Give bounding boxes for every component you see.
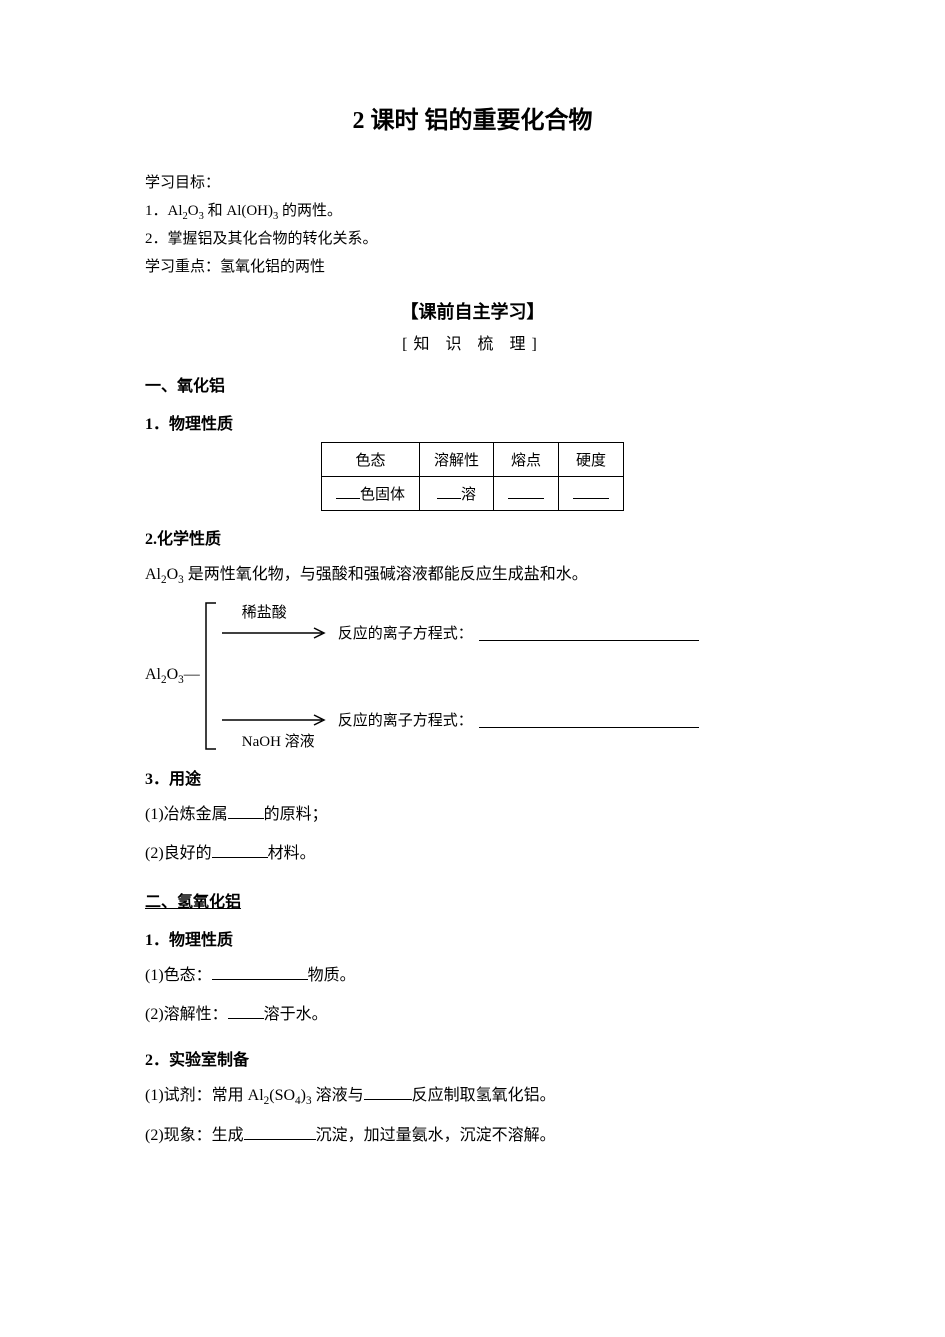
prop-2: (2)溶解性： 溶于水。 [145, 997, 800, 1032]
blank[interactable] [508, 484, 544, 499]
blank[interactable] [479, 625, 699, 641]
p1-post: 物质。 [308, 967, 356, 984]
branch-top-row: 反应的离子方程式： [222, 622, 800, 643]
chem-desc: Al2O3 是两性氧化物，与强酸和强碱溶液都能反应生成盐和水。 [145, 557, 800, 593]
branch-top-label: 稀盐酸 [242, 601, 800, 622]
focus-line: 学习重点：氢氧化铝的两性 [145, 255, 800, 281]
sec1-3-heading: 3．用途 [145, 765, 800, 789]
bracket-icon [204, 601, 218, 751]
use1-post: 的原料； [264, 806, 328, 823]
blank[interactable] [573, 484, 609, 499]
bl-post: — [184, 666, 200, 683]
branch-top: 稀盐酸 反应的离子方程式： [222, 601, 800, 643]
th-solubility: 溶解性 [420, 443, 494, 477]
blank[interactable] [228, 803, 264, 819]
bl-pre: Al [145, 666, 161, 683]
td-solubility: 溶 [420, 477, 494, 511]
arrow-right-icon [222, 713, 332, 727]
prop-1: (1)色态： 物质。 [145, 958, 800, 993]
goal1-pre: 1．Al [145, 203, 183, 219]
branch-bottom-eq: 反应的离子方程式： [338, 709, 473, 730]
reaction-bracket: Al2O3— 稀盐酸 反应的离子方程式： [145, 601, 800, 751]
branch-bottom-row: 反应的离子方程式： [222, 709, 800, 730]
blank[interactable] [212, 842, 268, 858]
prep2-post: 沉淀，加过量氨水，沉淀不溶解。 [316, 1127, 556, 1144]
preclass-header: 【课前自主学习】 [145, 298, 800, 324]
prep1-mid: (SO [269, 1087, 295, 1104]
blank[interactable] [244, 1124, 316, 1140]
sec1-2-heading: 2.化学性质 [145, 525, 800, 549]
branch-bottom-label: NaOH 溶液 [242, 730, 800, 751]
lesson-title: 2 课时 铝的重要化合物 [145, 100, 800, 135]
branch-bottom: 反应的离子方程式： NaOH 溶液 [222, 709, 800, 751]
prep-1: (1)试剂：常用 Al2(SO4)3 溶液与反应制取氢氧化铝。 [145, 1078, 800, 1114]
bl-mid: O [167, 666, 179, 683]
td-hardness [559, 477, 624, 511]
p2-pre: (2)溶解性： [145, 1006, 228, 1023]
branch-top-eq: 反应的离子方程式： [338, 622, 473, 643]
blank[interactable] [479, 712, 699, 728]
use-2: (2)良好的 材料。 [145, 836, 800, 871]
use2-post: 材料。 [268, 845, 316, 862]
chem-pre: Al [145, 566, 161, 583]
blank[interactable] [336, 484, 360, 499]
table-data-row: 色固体 溶 [321, 477, 623, 511]
goal1-post: 的两性。 [278, 203, 342, 219]
prep1-mid3: 溶液与 [312, 1087, 364, 1104]
arrow-right-icon [222, 626, 332, 640]
chem-post: 是两性氧化物，与强酸和强碱溶液都能反应生成盐和水。 [184, 566, 588, 583]
td-color-state: 色固体 [321, 477, 419, 511]
p2-post: 溶于水。 [264, 1006, 328, 1023]
goal-1: 1．Al2O3 和 Al(OH)3 的两性。 [145, 199, 800, 226]
p1-pre: (1)色态： [145, 967, 212, 984]
blank[interactable] [437, 484, 461, 499]
sec2-heading: 二、氢氧化铝 [145, 888, 800, 912]
sec1-1-heading: 1．物理性质 [145, 410, 800, 434]
chem-mid: O [167, 566, 179, 583]
td-solubility-text: 溶 [461, 487, 476, 503]
sec2-2-heading: 2．实验室制备 [145, 1046, 800, 1070]
knowledge-header: [知 识 梳 理] [145, 330, 800, 354]
th-hardness: 硬度 [559, 443, 624, 477]
bracket-left-label: Al2O3— [145, 666, 204, 686]
prep1-post: 反应制取氢氧化铝。 [412, 1087, 556, 1104]
td-melting [494, 477, 559, 511]
use2-pre: (2)良好的 [145, 845, 212, 862]
blank[interactable] [228, 1003, 264, 1019]
goal1-mid2: 和 Al(OH) [204, 203, 273, 219]
th-melting: 熔点 [494, 443, 559, 477]
goal1-mid: O [188, 203, 199, 219]
goals-label: 学习目标： [145, 171, 800, 197]
page: 2 课时 铝的重要化合物 学习目标： 1．Al2O3 和 Al(OH)3 的两性… [0, 0, 945, 1337]
properties-table: 色态 溶解性 熔点 硬度 色固体 溶 [321, 442, 624, 511]
sec2-1-heading: 1．物理性质 [145, 926, 800, 950]
goal-2: 2．掌握铝及其化合物的转化关系。 [145, 227, 800, 253]
prep1-pre: (1)试剂：常用 Al [145, 1087, 264, 1104]
use-1: (1)冶炼金属 的原料； [145, 797, 800, 832]
blank[interactable] [212, 964, 308, 980]
blank[interactable] [364, 1084, 412, 1100]
table-header-row: 色态 溶解性 熔点 硬度 [321, 443, 623, 477]
prep2-pre: (2)现象：生成 [145, 1127, 244, 1144]
td-color-state-text: 色固体 [360, 487, 405, 503]
sec1-heading: 一、氧化铝 [145, 372, 800, 396]
use1-pre: (1)冶炼金属 [145, 806, 228, 823]
th-color-state: 色态 [321, 443, 419, 477]
bracket-branches: 稀盐酸 反应的离子方程式： 反应的离子方程式： [218, 601, 800, 751]
prep-2: (2)现象：生成 沉淀，加过量氨水，沉淀不溶解。 [145, 1118, 800, 1153]
